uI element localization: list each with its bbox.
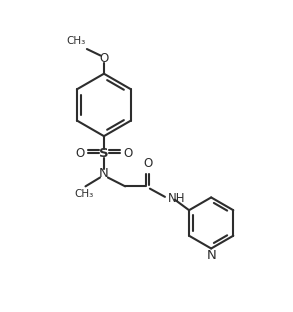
Text: O: O	[99, 52, 109, 66]
Text: N: N	[206, 249, 216, 262]
Text: CH₃: CH₃	[74, 189, 94, 199]
Text: NH: NH	[168, 192, 185, 205]
Text: O: O	[75, 147, 84, 160]
Text: O: O	[123, 147, 133, 160]
Text: S: S	[99, 147, 109, 160]
Text: N: N	[99, 167, 109, 180]
Text: CH₃: CH₃	[66, 36, 86, 46]
Text: O: O	[144, 157, 153, 170]
